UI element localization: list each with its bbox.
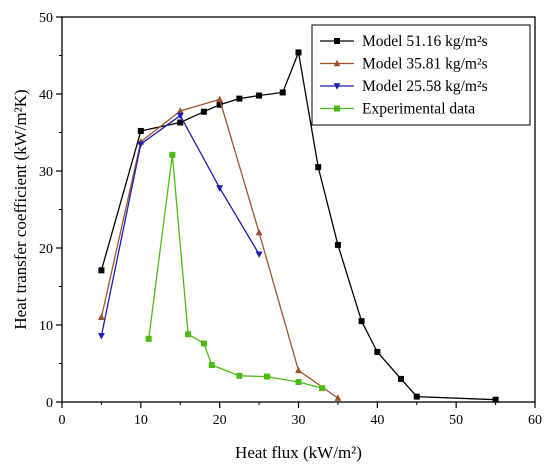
x-axis-title: Heat flux (kW/m²) [235, 443, 362, 462]
x-tick-label: 20 [213, 413, 227, 428]
legend-marker [333, 83, 341, 90]
y-tick-label: 10 [39, 319, 53, 334]
x-tick-label: 50 [449, 413, 463, 428]
data-point [295, 366, 302, 374]
data-point [137, 127, 144, 134]
data-point [397, 375, 404, 382]
data-point [255, 251, 263, 258]
series-layer [97, 49, 499, 403]
x-tick-label: 0 [59, 413, 66, 428]
data-point [295, 378, 302, 385]
data-point [358, 318, 365, 325]
data-point [315, 164, 322, 171]
data-point [256, 92, 263, 99]
data-point [295, 49, 302, 56]
data-point [97, 333, 105, 340]
data-point [263, 373, 270, 380]
data-point [279, 89, 286, 96]
data-point [208, 362, 215, 369]
legend-item: Experimental data [320, 101, 475, 118]
x-tick-label: 10 [134, 413, 148, 428]
legend-marker [334, 105, 340, 112]
data-point [374, 348, 381, 355]
data-point [200, 340, 207, 347]
series-1 [98, 49, 499, 403]
data-point [236, 95, 243, 102]
axes: 0 10 20 30 40 50 60 0 10 20 30 40 50 [39, 11, 542, 428]
data-point [236, 372, 243, 379]
data-point [176, 107, 184, 114]
data-point [334, 241, 341, 248]
data-point [97, 313, 105, 320]
data-point [145, 335, 152, 342]
legend-item: Model 51.16 kg/m²s [320, 33, 488, 50]
x-tick-label: 60 [528, 413, 542, 428]
series-2 [97, 95, 342, 401]
data-point [492, 396, 499, 403]
data-point [216, 101, 223, 108]
series-4 [145, 151, 326, 392]
data-point [216, 95, 224, 103]
legend-label: Model 35.81 kg/m²s [362, 56, 488, 73]
data-point [413, 393, 420, 400]
series-3 [97, 112, 263, 340]
legend-marker [334, 38, 340, 44]
y-tick-label: 20 [39, 242, 53, 257]
y-tick-label: 30 [39, 165, 53, 180]
series-line [100, 50, 496, 401]
data-point [319, 385, 326, 392]
data-point [334, 394, 342, 401]
data-point [185, 331, 192, 338]
data-point [177, 119, 184, 126]
legend-label: Experimental data [362, 101, 475, 118]
data-point [98, 267, 105, 274]
legend: Model 51.16 kg/m²s Model 35.81 kg/m²s Mode… [311, 24, 531, 126]
legend-item: Model 35.81 kg/m²s [320, 56, 488, 73]
y-tick-label: 0 [46, 396, 53, 411]
y-tick-label: 50 [39, 11, 53, 26]
legend-label: Model 25.58 kg/m²s [362, 78, 488, 95]
data-point [255, 228, 263, 236]
data-point [137, 141, 145, 148]
y-tick-label: 40 [39, 88, 53, 103]
legend-item: Model 25.58 kg/m²s [320, 78, 488, 95]
y-axis-title: Heat transfer coefficient (kW/m²K) [11, 89, 30, 329]
data-point [169, 151, 176, 158]
series-line [148, 154, 323, 389]
legend-marker [333, 59, 341, 67]
data-point [216, 185, 224, 192]
data-point [176, 112, 184, 120]
x-tick-label: 30 [292, 413, 306, 428]
x-tick-label: 40 [370, 413, 384, 428]
legend-label: Model 51.16 kg/m²s [362, 33, 488, 50]
data-point [200, 108, 207, 115]
series-line [100, 114, 260, 336]
